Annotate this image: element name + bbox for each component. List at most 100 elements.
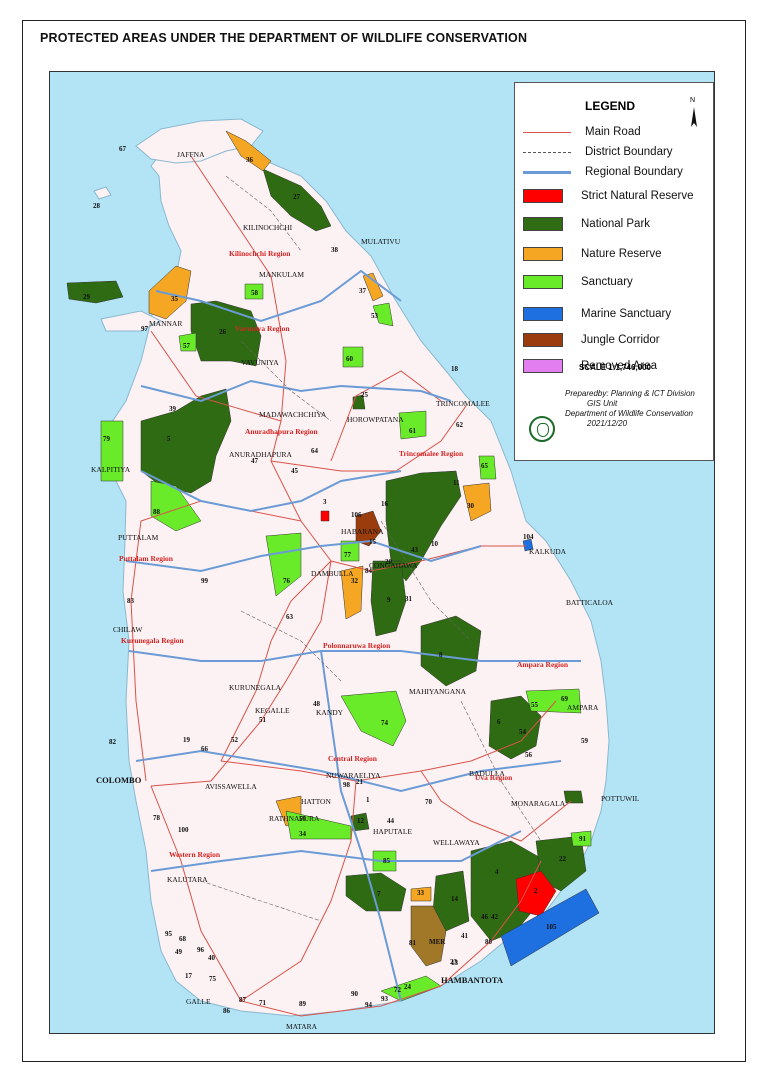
legend-label: Removed Area — [581, 360, 658, 372]
city-label-kalkuda: KALKUDA — [529, 547, 567, 556]
area-number-label: 32 — [351, 577, 359, 585]
area-number-label: 28 — [93, 202, 101, 210]
area-number-label: 17 — [185, 972, 193, 980]
city-label-hambantota: HAMBANTOTA — [441, 975, 504, 985]
area-number-label: 65 — [481, 462, 489, 470]
region-label: Trincomalee Region — [399, 449, 464, 458]
sanctuary-74 — [340, 690, 407, 747]
sanctuary-61 — [398, 410, 427, 440]
area-number-label: 91 — [579, 835, 587, 843]
legend-swatch — [523, 217, 563, 231]
area-number-label: 89 — [299, 1000, 307, 1008]
city-label-wellawaya: WELLAWAYA — [433, 838, 480, 847]
region-label: Western Region — [169, 850, 221, 859]
area-number-label: 40 — [208, 954, 216, 962]
area-number-label: 74 — [381, 719, 389, 727]
legend-label: Marine Sanctuary — [581, 308, 672, 320]
area-number-label: MER — [429, 938, 446, 946]
area-number-label: 69 — [561, 695, 569, 703]
city-label-colombo: COLOMBO — [96, 775, 142, 785]
city-label-galle: GALLE — [186, 997, 211, 1006]
marine-sanctuary-104 — [522, 538, 534, 552]
area-number-label: 4 — [495, 868, 499, 876]
sanctuary-88 — [150, 480, 202, 532]
legend-label: Main Road — [585, 126, 641, 138]
prepared-by: Preparedby: Planning & ICT Division GIS … — [565, 389, 695, 429]
sanctuary-55-69 — [525, 688, 582, 714]
legend-swatch — [523, 275, 563, 289]
area-number-label: 77 — [344, 551, 352, 559]
area-number-label: 11 — [453, 479, 460, 487]
strict-natural-reserve-2 — [515, 870, 557, 917]
legend-swatch — [523, 247, 563, 261]
city-label-dambulla: DAMBULLA — [311, 569, 354, 578]
area-number-label: 54 — [519, 728, 527, 736]
region-label: Kilinochchi Region — [229, 249, 291, 258]
sanctuary-76 — [265, 532, 302, 597]
city-label-monaragala: MONARAGALA — [511, 799, 566, 808]
nature-reserve-35 — [148, 265, 192, 320]
area-number-label: 33 — [417, 889, 425, 897]
legend-label: Regional Boundary — [585, 166, 683, 178]
legend-item-nature-reserve: Nature Reserve — [523, 245, 662, 263]
area-number-label: 14 — [451, 895, 459, 903]
sanctuary-60 — [342, 346, 364, 368]
legend-item-national-park: National Park — [523, 215, 650, 233]
area-number-label: 22 — [559, 855, 567, 863]
national-park-9 — [370, 560, 407, 637]
sanctuary-58 — [244, 283, 264, 300]
city-label-mulativu: MULATIVU — [361, 237, 401, 246]
city-label-rathnapura: RATHNAPURA — [269, 814, 320, 823]
region-label: Uva Region — [475, 773, 513, 782]
area-number-label: 76 — [283, 577, 291, 585]
legend-label: District Boundary — [585, 146, 673, 158]
map-canvas — [66, 118, 610, 1017]
region-label: Kurunegala Region — [121, 636, 185, 645]
area-number-label: 15 — [369, 538, 377, 546]
legend-swatch — [523, 170, 571, 174]
area-number-label: 93 — [381, 995, 389, 1003]
area-number-label: 87 — [239, 996, 247, 1004]
city-label-congahawa: CONGAHAWA — [369, 561, 418, 570]
city-label-badulla: BADULLA — [469, 769, 505, 778]
city-label-kalpitiya: KALPITIYA — [91, 465, 131, 474]
area-number-label: 80 — [485, 938, 493, 946]
area-number-label: 88 — [153, 508, 161, 516]
area-number-label: 70 — [425, 798, 433, 806]
page-title: PROTECTED AREAS UNDER THE DEPARTMENT OF … — [40, 31, 528, 45]
city-label-nuwaraeliya: NUWARAELIYA — [326, 771, 381, 780]
city-label-chilaw: CHILAW — [113, 625, 143, 634]
area-number-label: 48 — [313, 700, 321, 708]
area-number-label: 53 — [371, 312, 379, 320]
area-number-label: 55 — [531, 701, 539, 709]
area-number-label: 99 — [201, 577, 209, 585]
strict-natural-reserve-3 — [320, 510, 330, 522]
national-park-14 — [432, 870, 470, 932]
protected-areas — [66, 130, 600, 1002]
area-number-label: 24 — [404, 983, 412, 991]
main-roads — [130, 155, 572, 1017]
legend-item-sanctuary: Sanctuary — [523, 273, 633, 291]
city-label-kandy: KANDY — [316, 708, 344, 717]
area-number-label: 5 — [167, 435, 171, 443]
area-number-label: 98 — [343, 781, 351, 789]
area-number-label: 96 — [197, 946, 205, 954]
area-number-label: 2 — [534, 887, 538, 895]
area-number-label: 59 — [581, 737, 589, 745]
area-number-label: 39 — [169, 405, 177, 413]
sanctuary-79 — [100, 420, 124, 482]
wilpattu-national-park — [140, 388, 232, 494]
north-arrow-icon: N — [689, 97, 699, 129]
mannar-island — [100, 310, 163, 332]
city-label-anuradhapura: ANURADHAPURA — [229, 450, 293, 459]
area-number-label: 42 — [491, 913, 499, 921]
area-number-label: 86 — [223, 1007, 231, 1015]
area-number-label: 10 — [431, 540, 439, 548]
city-label-hatton: HATTON — [301, 797, 331, 806]
city-label-jaffna: JAFFNA — [177, 150, 205, 159]
national-park-4 — [470, 840, 547, 942]
legend-swatch — [523, 151, 571, 153]
sanctuary-57 — [178, 332, 197, 352]
area-number-label: 30 — [467, 502, 475, 510]
prepared-line-1: Preparedby: Planning & ICT Division — [565, 389, 695, 398]
